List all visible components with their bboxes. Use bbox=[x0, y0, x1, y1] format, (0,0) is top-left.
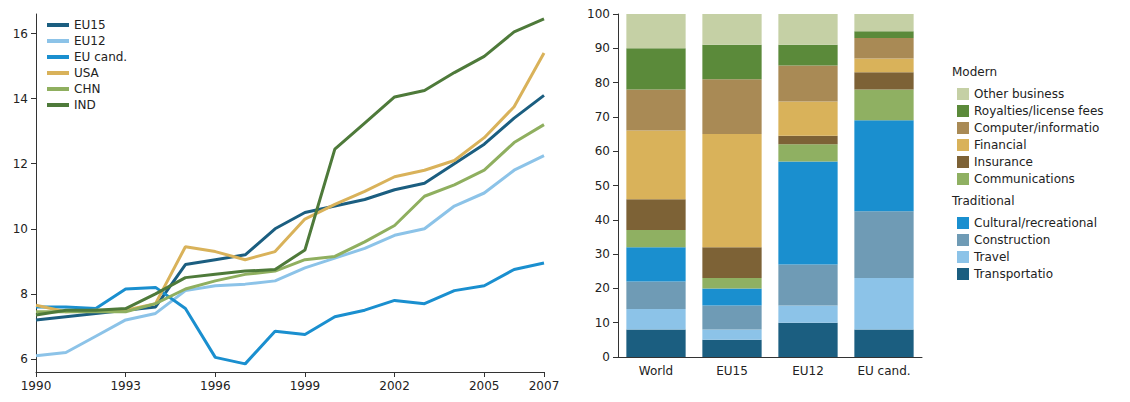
svg-text:CHN: CHN bbox=[74, 82, 100, 96]
svg-text:Construction: Construction bbox=[974, 233, 1050, 247]
svg-text:Travel: Travel bbox=[973, 250, 1010, 264]
svg-text:Financial: Financial bbox=[974, 138, 1027, 152]
svg-text:10: 10 bbox=[13, 222, 28, 236]
svg-text:EU12: EU12 bbox=[74, 34, 106, 48]
svg-text:2005: 2005 bbox=[469, 379, 500, 393]
svg-text:USA: USA bbox=[74, 66, 100, 80]
svg-text:1990: 1990 bbox=[21, 379, 52, 393]
svg-text:EU cand.: EU cand. bbox=[74, 50, 127, 64]
svg-text:IND: IND bbox=[74, 98, 96, 112]
svg-text:Cultural/recreational: Cultural/recreational bbox=[974, 216, 1097, 230]
svg-text:10: 10 bbox=[595, 316, 610, 330]
svg-text:Insurance: Insurance bbox=[974, 155, 1033, 169]
svg-text:40: 40 bbox=[595, 213, 610, 227]
svg-text:6: 6 bbox=[20, 352, 28, 366]
svg-text:90: 90 bbox=[595, 41, 610, 55]
svg-text:50: 50 bbox=[595, 179, 610, 193]
svg-text:EU15: EU15 bbox=[74, 18, 106, 32]
svg-text:Computer/informatio: Computer/informatio bbox=[974, 121, 1099, 135]
svg-text:EU15: EU15 bbox=[716, 364, 748, 378]
svg-text:16: 16 bbox=[13, 27, 28, 41]
svg-text:World: World bbox=[639, 364, 673, 378]
svg-text:Royalties/license fees: Royalties/license fees bbox=[974, 104, 1104, 118]
svg-text:EU12: EU12 bbox=[792, 364, 824, 378]
svg-text:100: 100 bbox=[587, 7, 610, 21]
svg-text:14: 14 bbox=[13, 92, 28, 106]
svg-text:EU cand.: EU cand. bbox=[857, 364, 910, 378]
svg-text:2007: 2007 bbox=[529, 379, 560, 393]
svg-text:Traditional: Traditional bbox=[951, 194, 1014, 208]
svg-text:8: 8 bbox=[20, 287, 28, 301]
svg-text:60: 60 bbox=[595, 144, 610, 158]
svg-text:20: 20 bbox=[595, 281, 610, 295]
svg-text:Communications: Communications bbox=[974, 172, 1075, 186]
svg-text:70: 70 bbox=[595, 110, 610, 124]
svg-text:1999: 1999 bbox=[290, 379, 321, 393]
svg-text:1996: 1996 bbox=[200, 379, 231, 393]
svg-text:30: 30 bbox=[595, 247, 610, 261]
svg-text:Modern: Modern bbox=[952, 65, 997, 79]
svg-text:80: 80 bbox=[595, 76, 610, 90]
svg-text:2002: 2002 bbox=[379, 379, 410, 393]
svg-text:Transportatio: Transportatio bbox=[973, 267, 1053, 281]
svg-text:0: 0 bbox=[602, 350, 610, 364]
svg-text:Other business: Other business bbox=[974, 87, 1064, 101]
svg-text:12: 12 bbox=[13, 157, 28, 171]
svg-text:1993: 1993 bbox=[110, 379, 141, 393]
